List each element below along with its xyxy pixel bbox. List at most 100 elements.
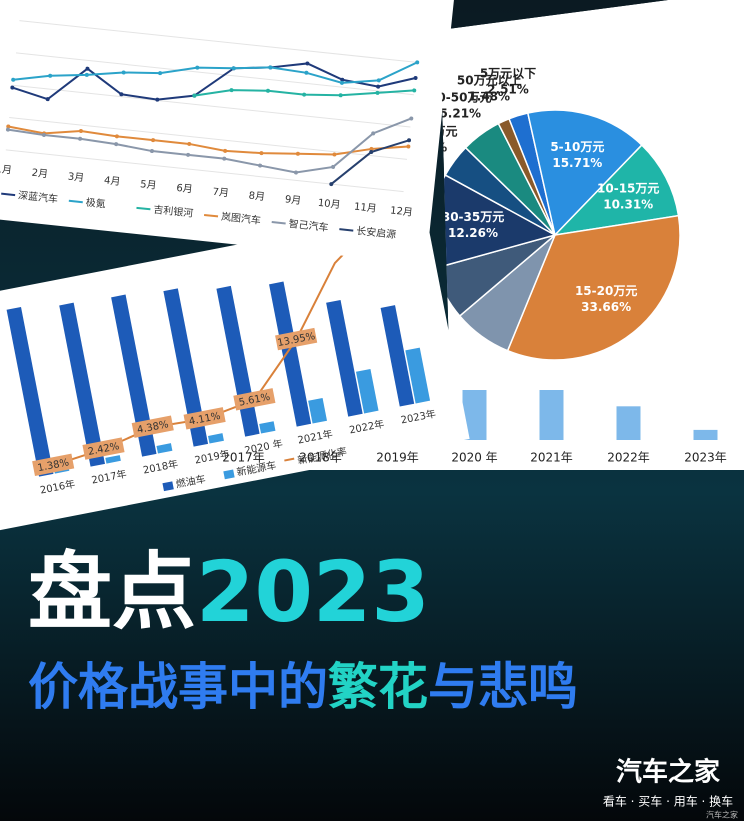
point bbox=[369, 150, 374, 155]
subheadline-part: 价格战事中的 bbox=[28, 658, 328, 716]
point bbox=[231, 66, 236, 71]
x-tick-label: 12月 bbox=[390, 204, 414, 218]
point bbox=[186, 152, 191, 157]
slice-value: 12.26% bbox=[448, 226, 498, 240]
slice-value: 1.48% bbox=[468, 90, 510, 104]
point bbox=[78, 128, 83, 133]
bar bbox=[259, 421, 276, 434]
bar bbox=[380, 305, 415, 407]
point bbox=[114, 134, 119, 139]
point bbox=[407, 138, 412, 143]
slice-value: 4.35% bbox=[406, 140, 448, 154]
point bbox=[229, 88, 234, 93]
x-tick-label: 9月 bbox=[284, 193, 302, 207]
x-tick-label: 3月 bbox=[67, 171, 85, 185]
point bbox=[84, 72, 89, 77]
subheadline-part: 繁花 bbox=[328, 658, 428, 716]
watermark: 汽车之家 bbox=[706, 810, 738, 820]
point bbox=[158, 71, 163, 76]
point bbox=[265, 88, 270, 93]
x-tick-label: 2月 bbox=[31, 167, 49, 181]
legend-swatch bbox=[223, 469, 235, 480]
x-tick-label: 2022年 bbox=[607, 451, 650, 465]
point bbox=[329, 182, 334, 187]
legend-label: 深蓝汽车 bbox=[17, 188, 58, 205]
bar bbox=[308, 397, 327, 424]
x-tick-label: 7月 bbox=[212, 186, 230, 200]
series-line bbox=[8, 125, 409, 156]
point bbox=[187, 141, 192, 146]
x-tick-label: 6月 bbox=[176, 182, 194, 196]
bar bbox=[355, 368, 379, 414]
x-tick-label: 2019年 bbox=[376, 451, 419, 465]
point bbox=[371, 131, 376, 136]
grid-line bbox=[9, 117, 408, 160]
slice-label: 30-35万元 bbox=[442, 210, 504, 224]
bar bbox=[111, 294, 157, 457]
point bbox=[78, 136, 83, 141]
legend-swatch bbox=[271, 221, 286, 225]
grid-line bbox=[19, 20, 418, 63]
x-tick-label: 2021年 bbox=[530, 451, 573, 465]
slice-label: 40-50万元 bbox=[429, 91, 491, 105]
slice-value: 10.31% bbox=[603, 197, 653, 211]
point bbox=[6, 124, 11, 129]
bar bbox=[539, 381, 564, 440]
x-tick-label: 2020 年 bbox=[451, 451, 497, 465]
point bbox=[375, 90, 380, 95]
bar bbox=[269, 281, 312, 427]
legend-label: 吉利银河 bbox=[153, 203, 194, 220]
point bbox=[48, 73, 53, 78]
x-tick-label: 4月 bbox=[103, 174, 121, 188]
x-tick-label: 10月 bbox=[317, 197, 341, 211]
bar bbox=[405, 347, 431, 404]
pie-slice bbox=[526, 109, 643, 237]
grid-line bbox=[12, 84, 411, 128]
background-bar-labels: 2017年 2018年 2019年 2020 年 2021年 2022年 2023年 bbox=[222, 451, 727, 465]
bar bbox=[208, 433, 224, 444]
slice-value: 5.21% bbox=[439, 107, 481, 121]
legend-swatch bbox=[1, 192, 16, 197]
point bbox=[192, 93, 197, 98]
point bbox=[155, 97, 160, 102]
point bbox=[409, 116, 414, 121]
bar bbox=[6, 306, 54, 477]
point bbox=[376, 84, 381, 89]
data-label-bg bbox=[233, 388, 276, 411]
data-label-bg bbox=[82, 437, 125, 460]
subheadline-part: 与悲鸣 bbox=[428, 658, 578, 716]
x-tick-label: 2018年 bbox=[299, 451, 342, 465]
point bbox=[293, 170, 298, 175]
slice-label: 15-20万元 bbox=[575, 284, 637, 298]
headline-part: 盘点 bbox=[28, 543, 196, 641]
point bbox=[340, 77, 345, 82]
point bbox=[369, 146, 374, 151]
headline: 盘点2023 bbox=[28, 543, 430, 641]
slice-label: 50万元以上 bbox=[457, 73, 522, 88]
headline-part: 2023 bbox=[196, 543, 430, 641]
point bbox=[121, 70, 126, 75]
point bbox=[338, 93, 343, 98]
slice-label: 5万元以下 bbox=[480, 67, 536, 81]
data-label-bg bbox=[32, 453, 75, 476]
point bbox=[5, 127, 10, 132]
bar bbox=[59, 302, 105, 467]
point bbox=[119, 92, 124, 97]
grid-line bbox=[5, 149, 404, 193]
point bbox=[295, 151, 300, 156]
slice-value: 2.51% bbox=[487, 83, 529, 97]
point bbox=[413, 75, 418, 80]
panel bbox=[0, 208, 470, 533]
point bbox=[85, 66, 90, 71]
subheadline: 价格战事中的繁花与悲鸣 bbox=[28, 658, 578, 716]
legend-swatch bbox=[68, 199, 83, 204]
legend-swatch bbox=[203, 213, 219, 218]
slice-label: 10-15万元 bbox=[597, 181, 659, 195]
x-tick-label: 5月 bbox=[140, 178, 158, 192]
point bbox=[412, 88, 417, 93]
x-tick-label: 1月 bbox=[0, 163, 12, 177]
bar bbox=[105, 455, 121, 464]
point bbox=[268, 65, 273, 70]
point bbox=[302, 92, 307, 97]
